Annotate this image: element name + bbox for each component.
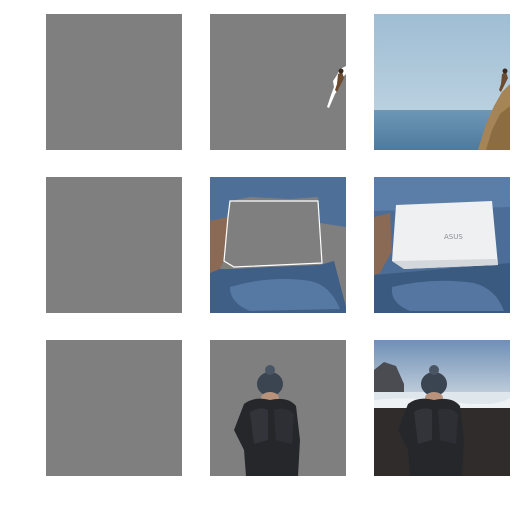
row2-empty-mask <box>46 177 182 313</box>
lap-without-laptop <box>210 177 346 313</box>
row3-empty-mask <box>46 340 182 476</box>
beach-photo <box>374 340 510 476</box>
row1-original-photo <box>374 14 510 150</box>
row2-original-photo: ASUS <box>374 177 510 313</box>
row3-segmented-person <box>210 340 346 476</box>
laptop-on-lap-photo: ASUS <box>374 177 510 313</box>
row1-empty-mask <box>46 14 182 150</box>
laptop-logo: ASUS <box>444 233 463 241</box>
cliff-sea-photo <box>374 14 510 150</box>
row1-segmented-climber <box>210 14 346 150</box>
climber-silhouette <box>210 14 346 150</box>
row3-original-photo <box>374 340 510 476</box>
person-silhouette <box>210 340 346 476</box>
row2-segmented-lap <box>210 177 346 313</box>
